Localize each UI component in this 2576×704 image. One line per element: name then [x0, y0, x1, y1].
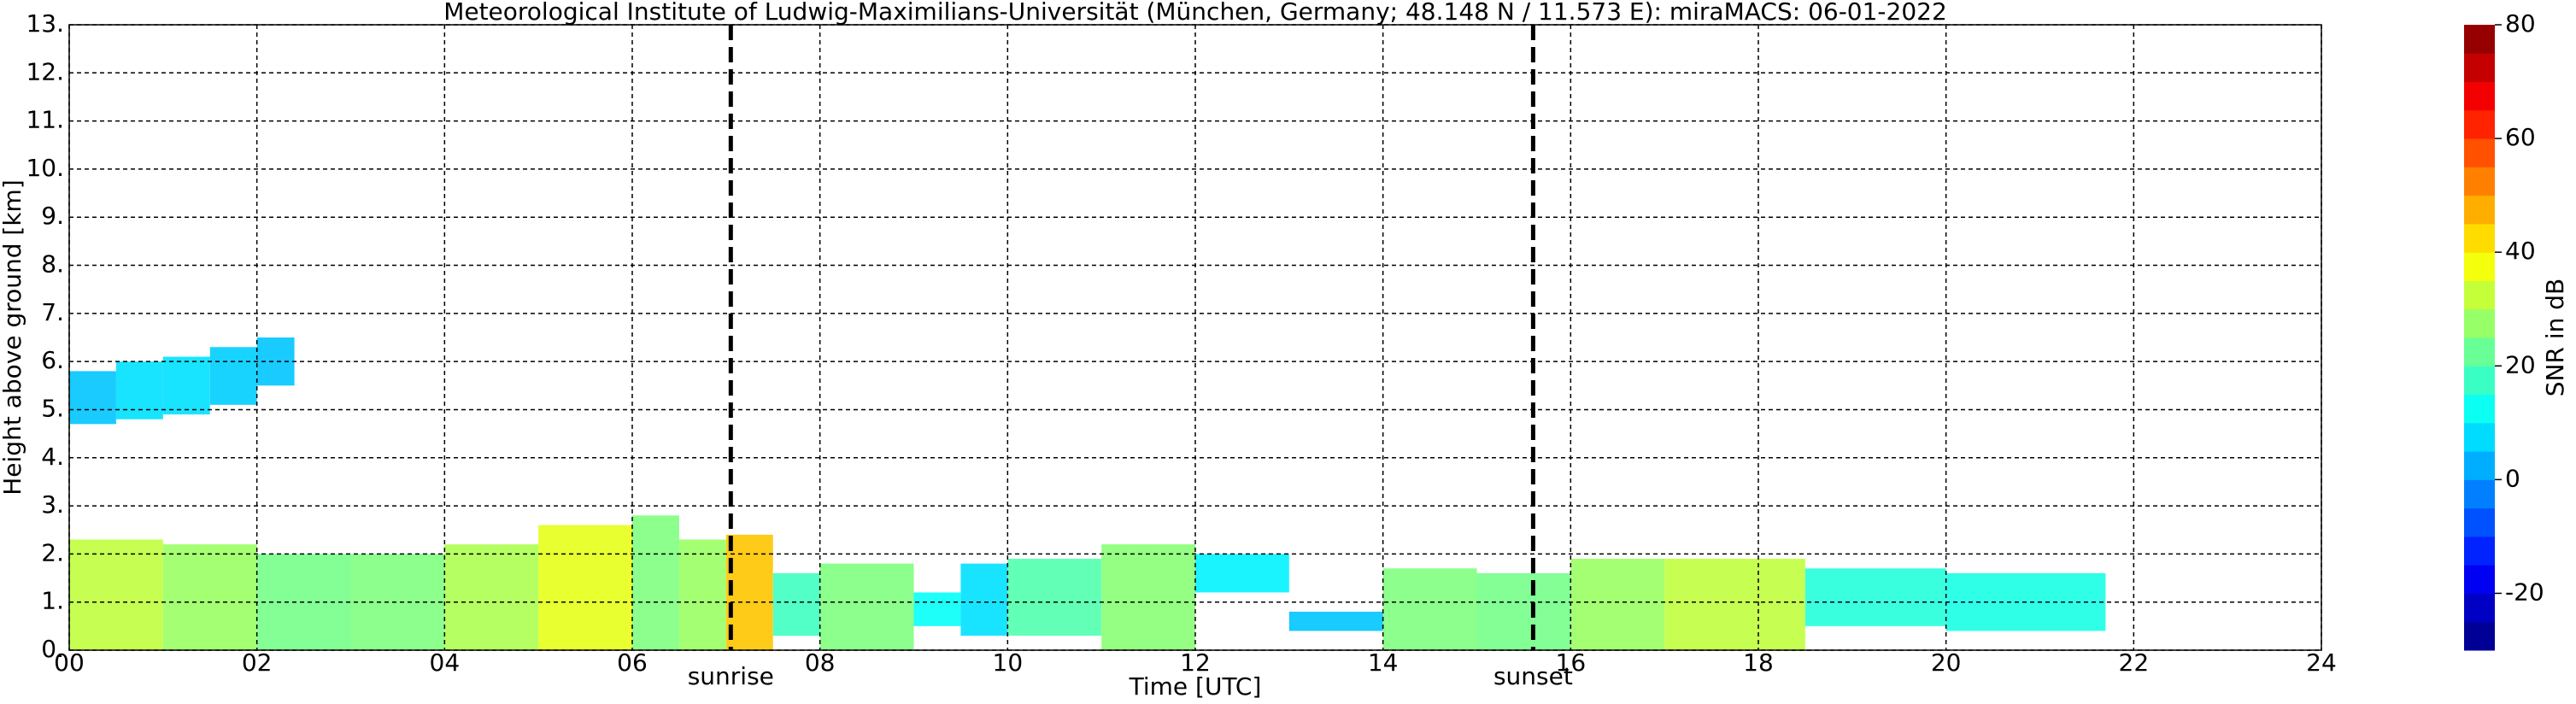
y-tick-label: 13. [26, 9, 64, 38]
x-tick-label: 08 [805, 648, 836, 677]
x-tick-label: 00 [54, 648, 85, 677]
echo-cell [69, 539, 163, 650]
x-axis-label: Time [UTC] [1129, 672, 1262, 701]
sun-label: sunset [1493, 662, 1573, 690]
y-axis-label: Height above ground [km] [0, 179, 26, 496]
x-tick-label: 20 [1931, 648, 1962, 677]
colorbar-swatch [2464, 25, 2495, 54]
colorbar-swatch [2464, 337, 2495, 367]
colorbar-swatch [2464, 536, 2495, 566]
colorbar-swatch [2464, 366, 2495, 396]
echo-cell [1382, 568, 1477, 650]
y-tick-label: 0. [41, 635, 64, 663]
echo-cell [1804, 568, 1946, 626]
echo-cell [209, 347, 257, 405]
echo-cell [115, 361, 163, 419]
x-tick-label: 12 [1180, 648, 1211, 677]
colorbar-tick-label: 40 [2505, 237, 2536, 265]
y-tick-label: 8. [41, 250, 64, 279]
colorbar-swatch [2464, 223, 2495, 253]
echo-cell [69, 371, 116, 425]
colorbar-label: SNR in dB [2541, 279, 2569, 396]
echo-cell [1664, 559, 1805, 650]
echo-cell [772, 572, 820, 637]
x-tick-label: 18 [1743, 648, 1774, 677]
echo-cell [162, 356, 210, 415]
y-tick-label: 3. [41, 490, 64, 519]
colorbar-swatch [2464, 252, 2495, 281]
x-tick-label: 06 [617, 648, 648, 677]
y-tick-label: 4. [41, 443, 64, 471]
colorbar-swatch [2464, 422, 2495, 452]
echo-cell [1570, 559, 1665, 650]
colorbar-swatch [2464, 280, 2495, 310]
y-tick-label: 9. [41, 202, 64, 230]
plot-frame [68, 24, 2322, 651]
echo-cell [725, 534, 773, 650]
echo-cell [1101, 544, 1195, 650]
colorbar-tick-label: 80 [2505, 9, 2536, 38]
colorbar-swatch [2464, 565, 2495, 594]
y-tick-label: 12. [26, 57, 64, 85]
colorbar-swatch [2464, 167, 2495, 197]
colorbar-swatch [2464, 507, 2495, 537]
x-tick-label: 16 [1556, 648, 1587, 677]
echo-cell [162, 544, 257, 650]
colorbar-swatch [2464, 109, 2495, 139]
colorbar-tick-label: -20 [2505, 578, 2544, 606]
echo-cell [1476, 572, 1571, 650]
y-tick-label: 2. [41, 538, 64, 566]
colorbar-swatch [2464, 451, 2495, 480]
y-tick-label: 1. [41, 587, 64, 615]
colorbar-tick-label: 0 [2505, 464, 2520, 492]
x-tick-label: 02 [242, 648, 273, 677]
echo-cell [1288, 611, 1383, 631]
colorbar-swatch [2464, 138, 2495, 167]
echo-cell [350, 554, 445, 650]
echo-cell [960, 563, 1008, 637]
colorbar-tick-label: 20 [2505, 350, 2536, 378]
y-tick-label: 7. [41, 298, 64, 326]
x-tick-label: 04 [430, 648, 461, 677]
x-tick-label: 14 [1368, 648, 1399, 677]
echo-cell [913, 592, 961, 626]
colorbar-tick-label: 60 [2505, 123, 2536, 151]
echo-cell [1195, 554, 1289, 593]
echo-cell [678, 539, 726, 650]
colorbar-swatch [2464, 621, 2495, 651]
echo-cell [819, 563, 914, 650]
colorbar-swatch [2464, 593, 2495, 623]
colorbar-swatch [2464, 81, 2495, 111]
y-tick-label: 6. [41, 346, 64, 374]
colorbar-swatch [2464, 479, 2495, 509]
y-tick-label: 5. [41, 394, 64, 422]
echo-cell [444, 544, 539, 650]
chart-title: Meteorological Institute of Ludwig-Maxim… [443, 0, 1947, 26]
colorbar-swatch [2464, 394, 2495, 424]
echo-cell [538, 525, 632, 650]
y-tick-label: 10. [26, 154, 64, 182]
echo-cell [632, 515, 679, 650]
x-tick-label: 10 [993, 648, 1024, 677]
sun-label: sunrise [688, 662, 774, 690]
colorbar-swatch [2464, 53, 2495, 83]
echo-cell [1007, 559, 1102, 637]
colorbar-swatch [2464, 195, 2495, 225]
x-tick-label: 22 [2119, 648, 2150, 677]
y-tick-label: 11. [26, 106, 64, 134]
x-tick-label: 24 [2306, 648, 2337, 677]
colorbar-swatch [2464, 308, 2495, 338]
